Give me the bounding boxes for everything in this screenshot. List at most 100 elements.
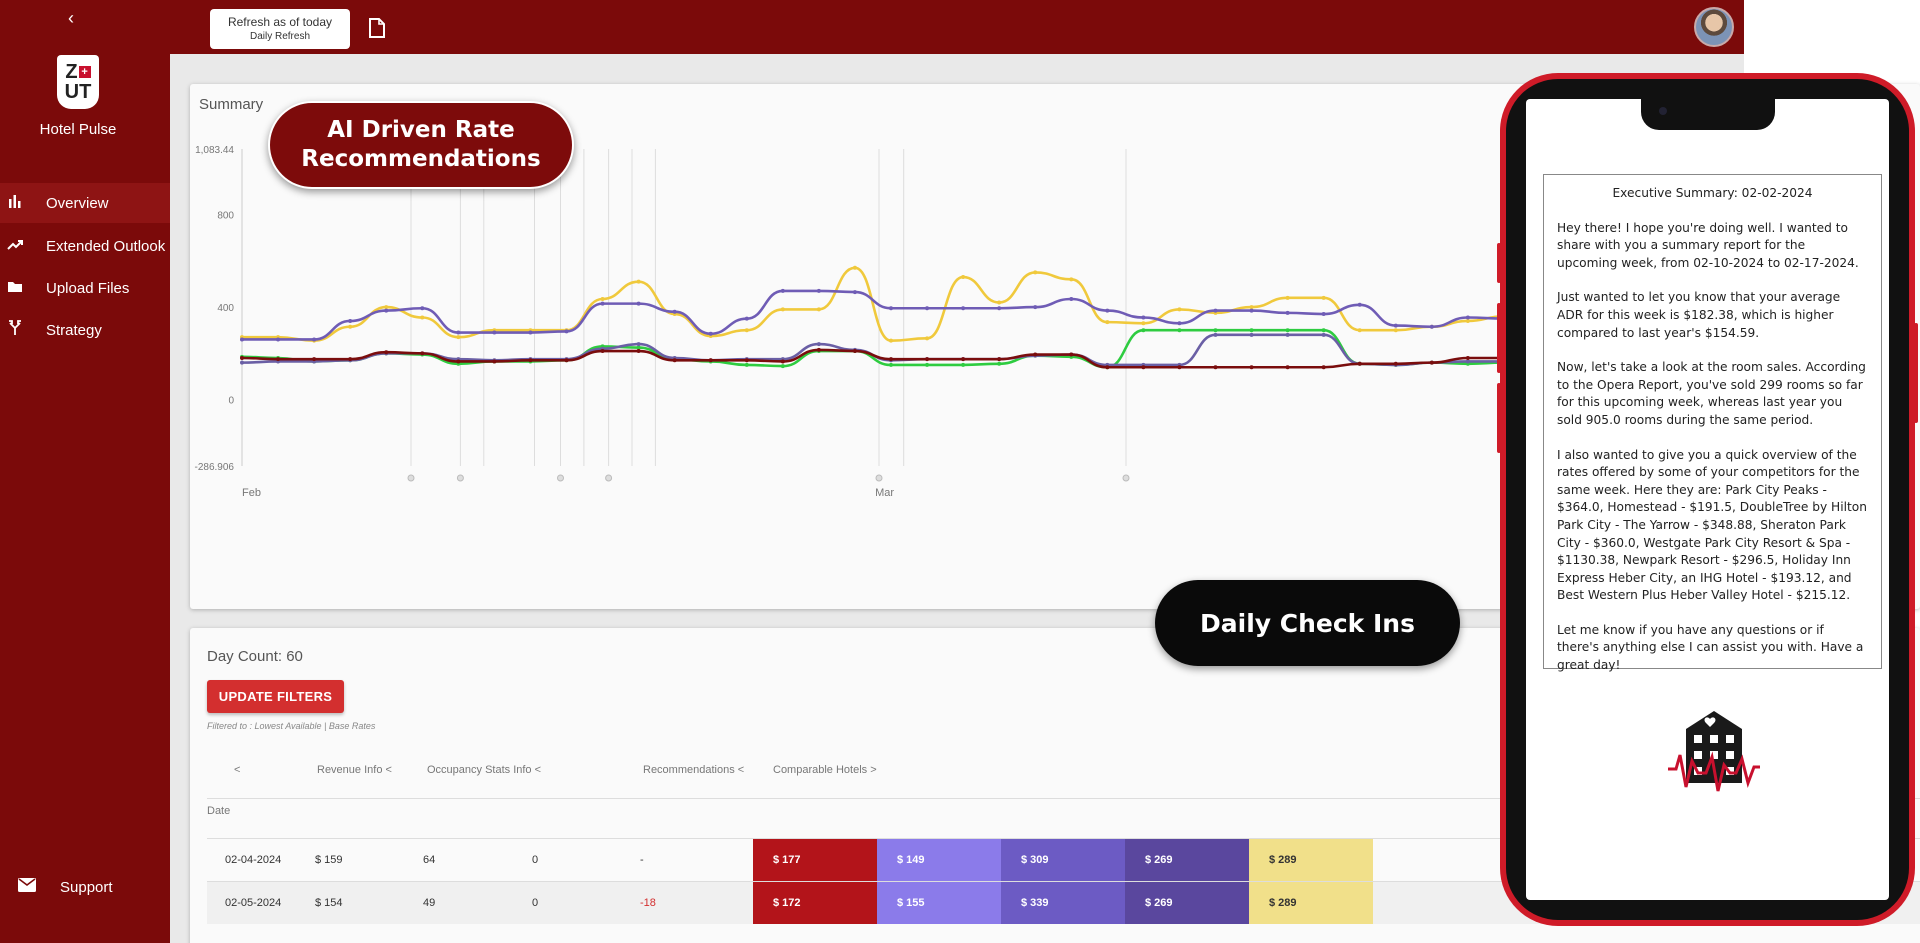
data-point xyxy=(961,306,966,311)
data-point xyxy=(1285,365,1290,370)
data-point xyxy=(276,357,281,362)
data-point xyxy=(1141,321,1146,326)
sidebar-item-overview[interactable]: Overview xyxy=(0,183,170,223)
data-point xyxy=(1393,361,1398,366)
data-point xyxy=(636,279,641,284)
summary-paragraph: Let me know if you have any questions or… xyxy=(1557,622,1864,673)
data-point xyxy=(564,358,569,363)
logo-text-bottom: UT xyxy=(64,81,92,103)
data-point xyxy=(780,359,785,364)
data-point xyxy=(1285,332,1290,337)
document-icon[interactable] xyxy=(368,18,386,38)
data-point xyxy=(961,362,966,367)
data-point xyxy=(1249,332,1254,337)
data-point xyxy=(528,330,533,335)
data-point xyxy=(1177,307,1182,312)
sidebar-item-label: Extended Outlook xyxy=(46,237,166,255)
data-point xyxy=(780,288,785,293)
revenue-info-header[interactable]: Revenue Info < xyxy=(317,764,392,776)
update-filters-button[interactable]: UPDATE FILTERS xyxy=(207,680,344,713)
data-point xyxy=(1177,365,1182,370)
swiss-cross-icon: + xyxy=(78,66,91,78)
event-marker-dot xyxy=(407,474,415,482)
phone-side-button xyxy=(1497,303,1501,373)
data-point xyxy=(1069,352,1074,357)
data-point xyxy=(348,318,353,323)
series-line xyxy=(241,289,1541,341)
phone-side-button xyxy=(1497,243,1501,283)
data-point xyxy=(240,337,244,342)
comp-rate-cell: $ 269 xyxy=(1125,882,1249,924)
sidebar-item-strategy[interactable]: Strategy xyxy=(0,310,170,350)
data-point xyxy=(1321,332,1326,337)
data-point xyxy=(420,351,425,356)
data-point xyxy=(348,324,353,329)
support-link[interactable]: Support xyxy=(18,878,113,897)
data-point xyxy=(889,362,893,367)
comp-rate-cell: $ 339 xyxy=(1001,882,1125,924)
data-point xyxy=(889,306,893,311)
summary-paragraph: Now, let's take a look at the room sales… xyxy=(1557,360,1866,427)
phone-notch xyxy=(1641,98,1775,130)
data-point xyxy=(708,358,713,363)
date-column-header[interactable]: Date xyxy=(207,805,231,817)
phone-side-button xyxy=(1497,383,1501,453)
data-point xyxy=(997,357,1002,362)
collapse-groups-button[interactable]: < xyxy=(234,764,241,776)
chevron-left-icon[interactable]: ‹ xyxy=(68,8,74,28)
table-row[interactable]: 02-04-2024 $ 159 64 0 - $ 177 $ 149 $ 30… xyxy=(207,839,1920,881)
support-label: Support xyxy=(60,879,113,896)
event-marker-dot xyxy=(557,474,564,482)
camera-icon xyxy=(1659,107,1667,115)
folder-icon xyxy=(6,280,24,297)
data-point xyxy=(852,265,857,270)
y-tick-label: 400 xyxy=(217,303,234,314)
ai-callout-line2: Recommendations xyxy=(301,146,541,172)
data-point xyxy=(1141,365,1146,370)
revenue-cell: $ 154 xyxy=(315,897,343,909)
top-bar: Refresh as of today Daily Refresh xyxy=(170,0,1744,54)
ai-callout-line1: AI Driven Rate xyxy=(327,117,515,143)
comp-rate-cell: $ 309 xyxy=(1001,839,1125,881)
data-point xyxy=(1249,305,1254,310)
data-point xyxy=(1213,308,1218,313)
recommendations-header[interactable]: Recommendations < xyxy=(643,764,745,776)
comp-rate-cell: $ 269 xyxy=(1125,839,1249,881)
data-point xyxy=(600,349,605,354)
data-point xyxy=(456,330,461,335)
data-point xyxy=(780,364,785,369)
data-point xyxy=(816,307,821,312)
data-point xyxy=(1249,365,1254,370)
data-point xyxy=(744,362,749,367)
data-point xyxy=(1393,328,1398,333)
avatar[interactable] xyxy=(1694,7,1734,47)
sidebar-item-extended-outlook[interactable]: Extended Outlook xyxy=(0,226,170,266)
data-point xyxy=(1105,320,1110,325)
occupancy-stats-header[interactable]: Occupancy Stats Info < xyxy=(427,764,542,776)
data-point xyxy=(744,358,749,363)
event-marker-dot xyxy=(1122,474,1130,482)
event-marker-dot xyxy=(456,474,464,482)
recommendation-cell: - xyxy=(640,854,644,866)
summary-title: Summary xyxy=(199,96,264,113)
data-point xyxy=(1357,361,1362,366)
data-point xyxy=(852,349,857,354)
data-point xyxy=(1321,295,1326,300)
refresh-button[interactable]: Refresh as of today Daily Refresh xyxy=(210,9,350,49)
filtered-note: Filtered to : Lowest Available | Base Ra… xyxy=(207,721,376,731)
comp-rate-cell: $ 172 xyxy=(753,882,877,924)
data-point xyxy=(1105,365,1110,370)
data-point xyxy=(925,362,930,367)
phone-mockup: Executive Summary: 02-02-2024 Hey there!… xyxy=(1497,73,1918,926)
data-point xyxy=(348,357,353,362)
data-point xyxy=(1285,328,1290,333)
data-point xyxy=(240,360,244,365)
series-line xyxy=(242,266,1541,342)
sidebar-item-upload-files[interactable]: Upload Files xyxy=(0,268,170,308)
comparable-hotels-header[interactable]: Comparable Hotels > xyxy=(773,764,877,776)
data-point xyxy=(1429,360,1434,365)
sidebar: ‹ Z + UT Hotel Pulse Overview Extended Ou… xyxy=(0,0,170,943)
data-point xyxy=(1033,305,1038,310)
data-point xyxy=(1321,365,1326,370)
